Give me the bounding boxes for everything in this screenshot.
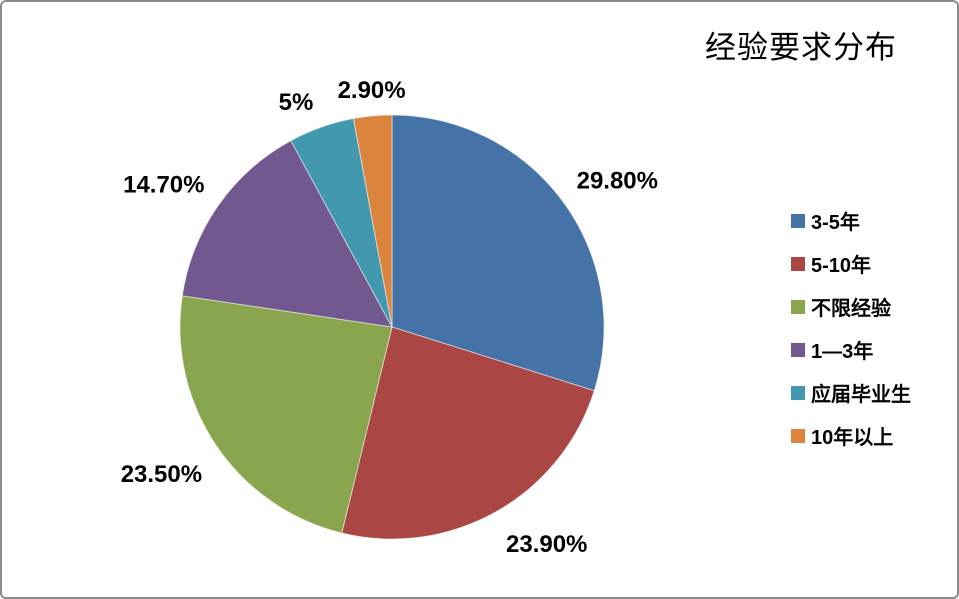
legend-swatch (791, 385, 805, 400)
legend-item: 3-5年 (791, 209, 911, 234)
legend-label: 应届毕业生 (811, 384, 911, 406)
pie-data-label: 5% (279, 89, 314, 116)
legend-item: 1—3年 (791, 338, 911, 363)
legend-swatch (791, 342, 805, 357)
pie-data-label: 2.90% (338, 77, 406, 104)
pie-slice (181, 140, 393, 328)
legend-swatch (791, 299, 805, 314)
legend-swatch (791, 256, 805, 271)
legend-swatch (791, 213, 805, 228)
pie-data-label: 14.70% (123, 172, 204, 199)
legend-item: 5-10年 (791, 252, 911, 277)
pie-data-label: 29.80% (577, 168, 658, 195)
legend-item: 应届毕业生 (791, 381, 911, 406)
legend-label: 不限经验 (811, 298, 891, 320)
legend-label: 3-5年 (811, 212, 860, 234)
pie-slice (341, 326, 595, 540)
pie-slice (179, 295, 393, 534)
pie-data-label: 23.90% (506, 531, 587, 558)
pie-slice (353, 114, 393, 328)
legend-label: 5-10年 (811, 255, 872, 277)
legend-label: 1—3年 (811, 341, 874, 363)
pie-data-label: 23.50% (121, 461, 202, 488)
legend-item: 不限经验 (791, 295, 911, 320)
legend-swatch (791, 428, 805, 443)
legend-label: 10年以上 (811, 427, 894, 449)
pie-slice (391, 114, 605, 392)
legend-item: 10年以上 (791, 424, 911, 449)
chart-title: 经验要求分布 (705, 30, 897, 65)
legend: 3-5年 5-10年不限经验 1—3年应届毕业生 10年以上 (791, 209, 911, 449)
